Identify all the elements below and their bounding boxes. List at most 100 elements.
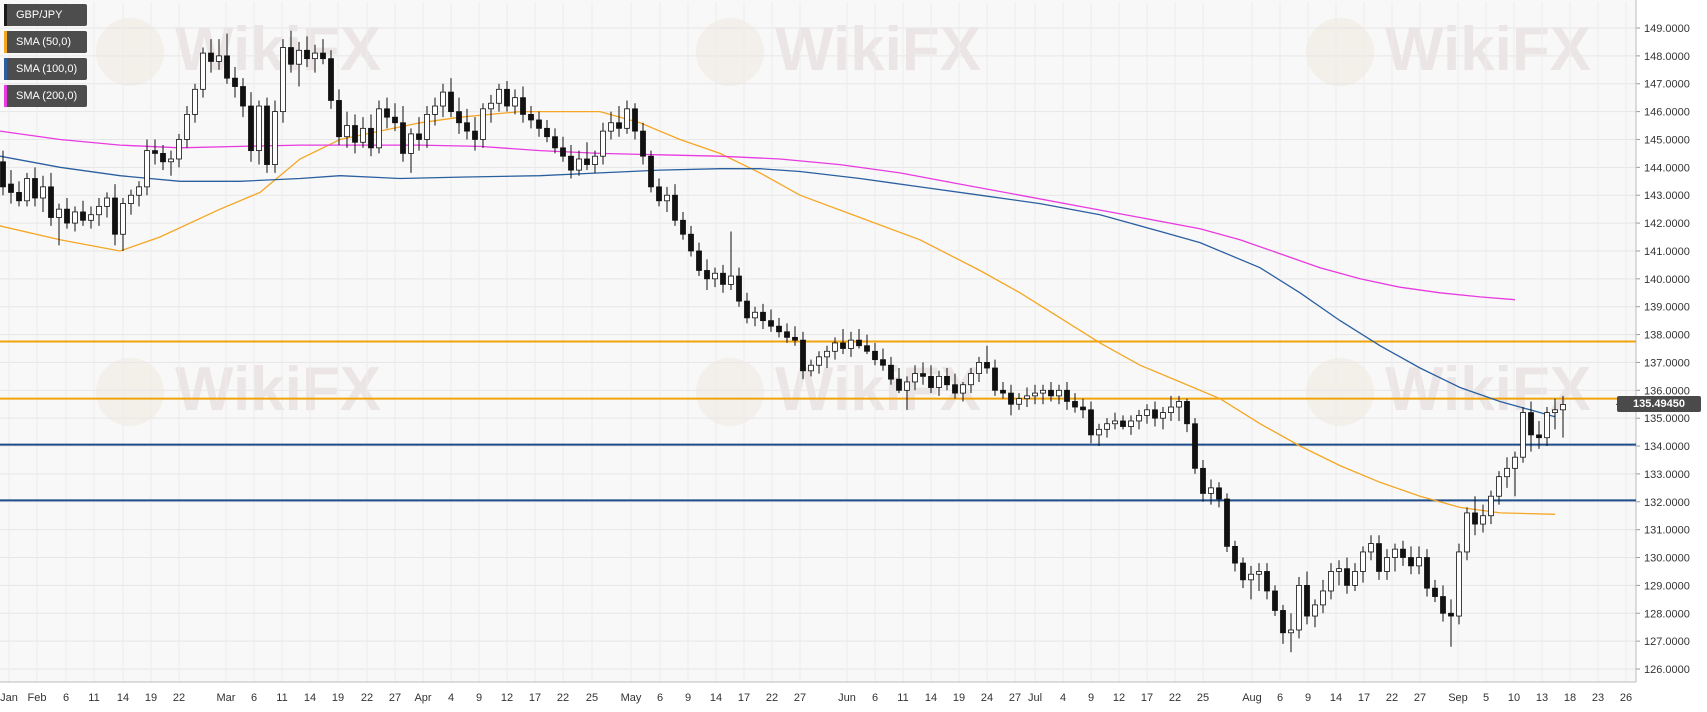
candle-body [760,311,766,322]
candle-body [928,375,934,388]
candle [1520,407,1526,463]
candle-body [1048,389,1054,397]
candle-body [328,58,334,101]
candle [288,30,294,73]
candle-body [832,342,838,352]
candle-body [464,122,470,132]
candle-body [552,136,558,149]
candle-body [800,339,806,372]
candle-body [912,373,918,383]
candle [296,41,302,87]
candle-body [936,375,942,388]
candle-body [1544,412,1550,439]
x-tick-label: Jan [0,692,18,704]
candle-body [1432,587,1438,597]
candle-body [1232,545,1238,564]
candle-body [248,105,254,152]
candle [392,103,398,132]
candle-body [896,378,902,391]
candle-body [608,122,614,132]
candle [1192,418,1198,474]
candle-body [584,158,590,165]
candle [704,259,710,290]
legend-sma-200[interactable]: SMA (200,0) [4,85,88,107]
x-tick-label: Jun [838,692,856,704]
candle [32,167,38,207]
legend-sma-50[interactable]: SMA (50,0) [4,31,88,53]
candle [1280,604,1286,644]
x-tick-label: 17 [529,692,541,704]
x-tick-label: 9 [1305,692,1311,704]
candle-body [1424,557,1430,589]
candle [632,103,638,140]
candle [40,175,46,212]
candle-body [1328,571,1334,592]
candle-body [880,359,886,366]
candle [1448,599,1454,647]
sma-line [0,130,1516,301]
legend-symbol-label: GBP/JPY [16,9,63,21]
candle-body [792,336,798,341]
x-tick-label: 22 [766,692,778,704]
watermark-logo [96,358,164,426]
x-tick-label: Mar [217,692,236,704]
watermark-text: WikiFX [1385,15,1591,84]
candle-body [88,214,94,221]
candle [128,189,134,215]
x-tick-label: 22 [1169,692,1181,704]
candle [376,100,382,154]
legend-sma-100[interactable]: SMA (100,0) [4,58,88,80]
x-tick-label: 27 [389,692,401,704]
candle [920,362,926,385]
candle-body [568,155,574,171]
candle-body [776,325,782,333]
candle-body [1264,571,1270,592]
candle-body [712,272,718,280]
candle-body [704,270,710,280]
x-tick-label: 27 [1414,692,1426,704]
candle-body [1160,412,1166,419]
candle [1440,585,1446,622]
candle [1488,490,1494,525]
x-tick-label: 6 [657,692,663,704]
candle [1056,384,1062,405]
candle [1352,563,1358,591]
candle-body [64,208,70,224]
y-tick-label: 136.0000 [1644,385,1690,397]
candle [136,181,142,207]
watermark-text: WikiFX [775,355,981,424]
candle-body [104,197,110,207]
candle [352,114,358,154]
candle [464,108,470,140]
candle-body [872,350,878,361]
candle-body [1296,584,1302,631]
y-tick-label: 128.0000 [1644,608,1690,620]
x-tick-label: Feb [28,692,47,704]
x-tick-label: 17 [1358,692,1370,704]
candle-body [1288,629,1294,634]
candle-body [240,86,246,107]
candle [312,44,318,73]
legend-symbol[interactable]: GBP/JPY [4,4,88,26]
x-tick-label: 22 [173,692,185,704]
candle [1384,549,1390,580]
y-tick-label: 132.0000 [1644,497,1690,509]
candle-body [1072,401,1078,408]
candle-body [352,125,358,143]
candle-body [736,275,742,302]
candle-body [408,133,414,154]
candle [208,39,214,73]
candle [1024,387,1030,408]
candle-body [1280,610,1286,634]
candle [1168,395,1174,421]
y-tick-label: 146.0000 [1644,107,1690,119]
candle [792,326,798,346]
candle [432,97,438,126]
y-tick-label: 137.0000 [1644,357,1690,369]
candle-body [1152,409,1158,419]
y-tick-label: 142.0000 [1644,218,1690,230]
candle [160,145,166,171]
candle [536,111,542,137]
candle-body [888,364,894,380]
candle [1048,381,1054,402]
